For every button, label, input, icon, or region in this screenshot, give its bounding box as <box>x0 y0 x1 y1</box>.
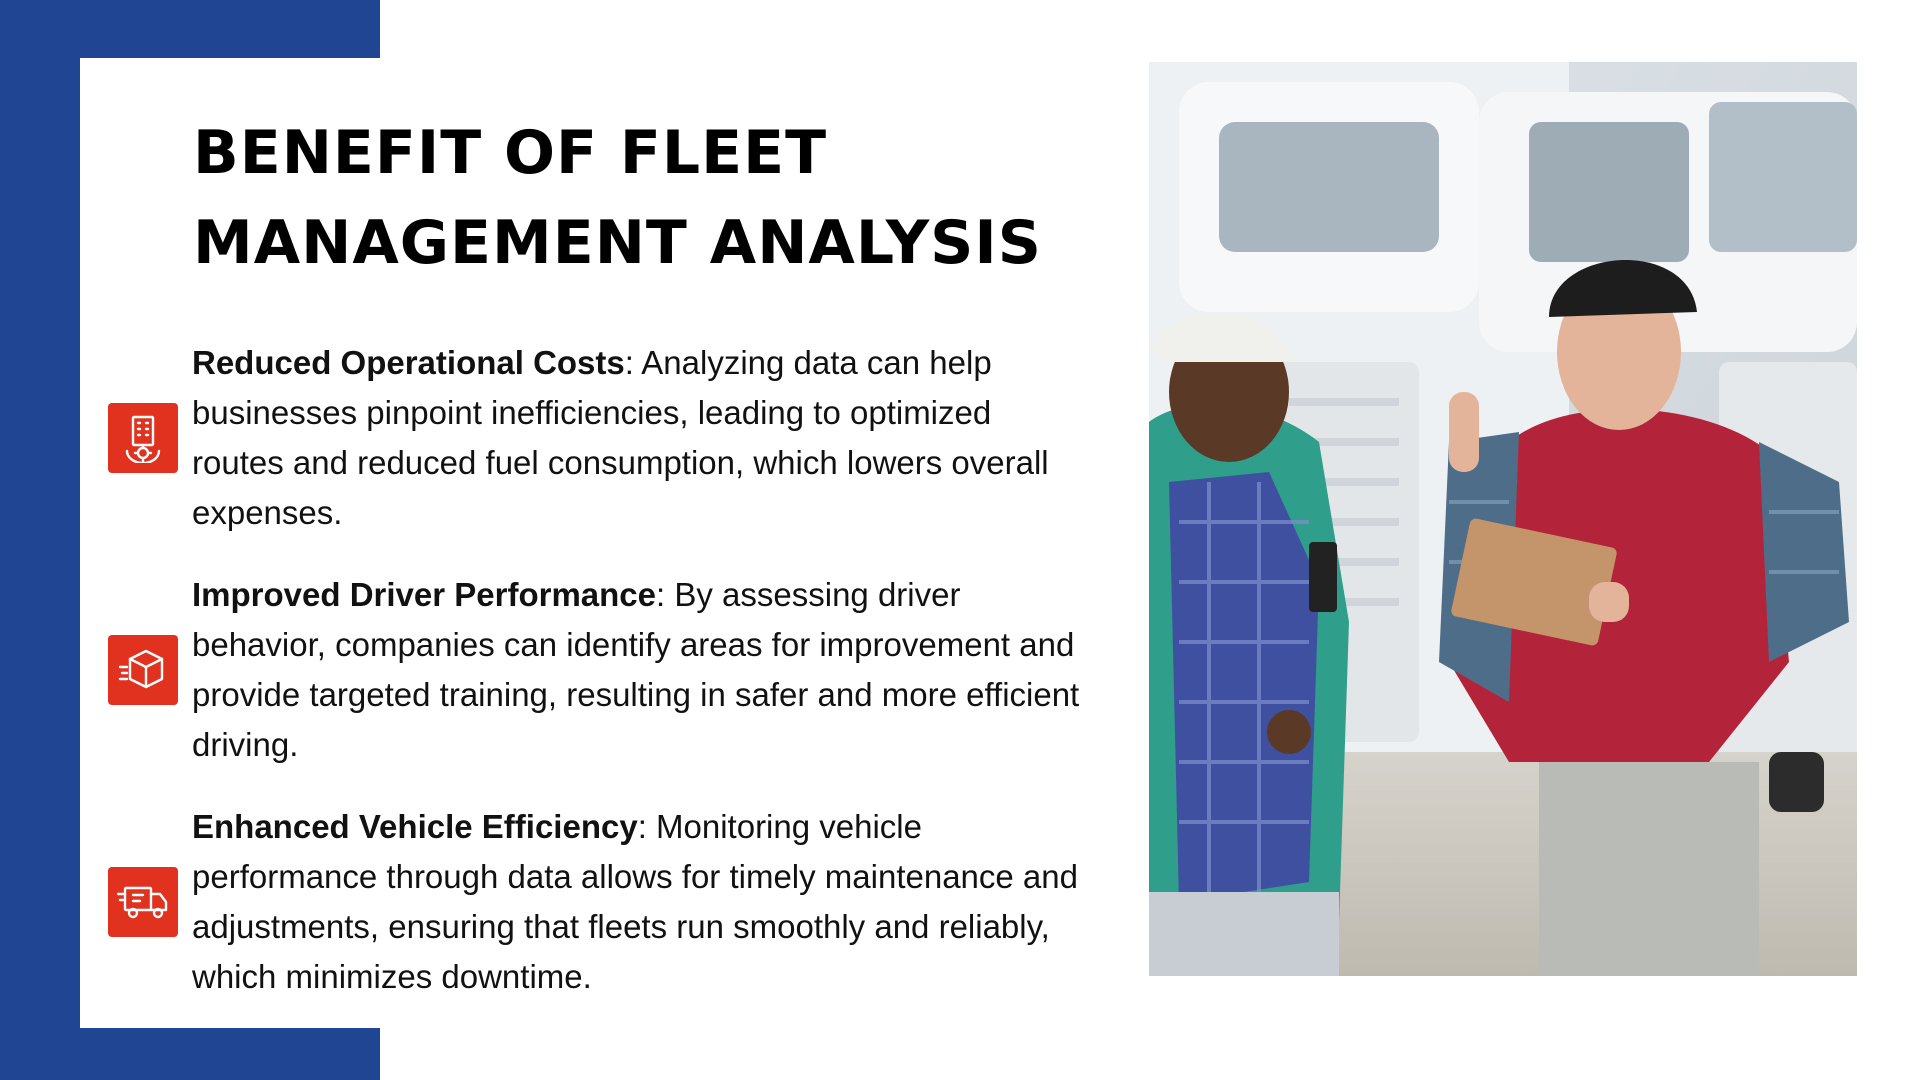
benefit-description: : By assessing driver behavior, companie… <box>192 576 1080 763</box>
benefit-text: Enhanced Vehicle Efficiency: Monitoring … <box>192 802 1082 1002</box>
benefit-item-driver-performance: Improved Driver Performance: By assessin… <box>108 570 1088 770</box>
benefit-heading: Enhanced Vehicle Efficiency <box>192 808 638 845</box>
title-line-1: BENEFIT OF FLEET <box>193 118 828 188</box>
benefit-text: Improved Driver Performance: By assessin… <box>192 570 1082 770</box>
benefit-item-reduced-costs: Reduced Operational Costs: Analyzing dat… <box>108 338 1088 538</box>
benefit-heading: Improved Driver Performance <box>192 576 657 613</box>
building-gear-icon <box>108 403 178 473</box>
benefit-heading: Reduced Operational Costs <box>192 344 625 381</box>
fleet-workers-photo <box>1149 62 1857 976</box>
title-line-2: MANAGEMENT ANALYSIS <box>193 208 1042 278</box>
benefit-description: : Analyzing data can help businesses pin… <box>192 344 1049 531</box>
slide-title: BENEFIT OF FLEET MANAGEMENT ANALYSIS <box>193 108 1093 288</box>
delivery-truck-icon <box>108 867 178 937</box>
content-card <box>80 58 1140 1028</box>
benefit-text: Reduced Operational Costs: Analyzing dat… <box>192 338 1082 538</box>
benefit-item-vehicle-efficiency: Enhanced Vehicle Efficiency: Monitoring … <box>108 802 1088 1002</box>
fast-delivery-box-icon <box>108 635 178 705</box>
benefit-description: : Monitoring vehicle performance through… <box>192 808 1078 995</box>
